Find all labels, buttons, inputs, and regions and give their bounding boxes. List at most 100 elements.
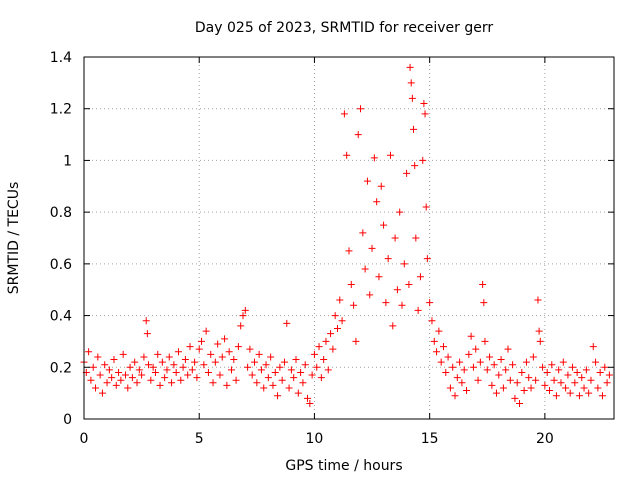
data-point xyxy=(145,361,153,369)
data-point xyxy=(151,368,159,376)
data-point xyxy=(161,374,169,382)
data-point xyxy=(156,381,164,389)
data-point xyxy=(483,366,491,374)
data-point xyxy=(264,374,272,382)
data-point xyxy=(313,363,321,371)
x-tick-label: 20 xyxy=(536,431,554,447)
data-point xyxy=(128,374,136,382)
y-tick-label: 0.2 xyxy=(50,360,72,376)
data-point xyxy=(131,358,139,366)
data-points xyxy=(80,63,613,407)
y-tick-label: 0.4 xyxy=(50,309,72,325)
data-point xyxy=(218,353,226,361)
data-point xyxy=(343,151,351,159)
data-point xyxy=(327,330,335,338)
data-point xyxy=(398,301,406,309)
data-point xyxy=(497,356,505,364)
data-point xyxy=(241,306,249,314)
data-point xyxy=(121,371,129,379)
data-point xyxy=(361,265,369,273)
data-point xyxy=(502,366,510,374)
data-point xyxy=(384,255,392,263)
data-point xyxy=(575,392,583,400)
data-point xyxy=(592,358,600,366)
data-point xyxy=(126,363,134,371)
data-point xyxy=(433,348,441,356)
data-point xyxy=(283,319,291,327)
data-point xyxy=(188,366,196,374)
data-point xyxy=(181,356,189,364)
data-point xyxy=(412,234,420,242)
data-point xyxy=(370,154,378,162)
data-point xyxy=(207,350,215,358)
x-axis-label: GPS time / hours xyxy=(285,458,402,474)
data-point xyxy=(297,368,305,376)
data-point xyxy=(406,63,414,71)
data-point xyxy=(543,368,551,376)
data-point xyxy=(115,368,123,376)
data-point xyxy=(458,379,466,387)
data-point xyxy=(472,345,480,353)
data-point xyxy=(525,374,533,382)
data-point xyxy=(453,374,461,382)
data-point xyxy=(200,361,208,369)
data-point xyxy=(96,371,104,379)
data-point xyxy=(184,371,192,379)
data-point xyxy=(89,363,97,371)
data-point xyxy=(138,371,146,379)
data-point xyxy=(451,392,459,400)
data-point xyxy=(214,340,222,348)
data-point xyxy=(480,299,488,307)
data-point xyxy=(354,131,362,139)
data-point xyxy=(336,296,344,304)
data-point xyxy=(285,384,293,392)
data-point xyxy=(428,317,436,325)
data-point xyxy=(603,379,611,387)
data-point xyxy=(410,125,418,133)
data-point xyxy=(276,363,284,371)
data-point xyxy=(605,371,613,379)
data-point xyxy=(545,387,553,395)
data-point xyxy=(426,299,434,307)
data-point xyxy=(550,376,558,384)
data-point xyxy=(541,381,549,389)
data-point xyxy=(375,273,383,281)
data-point xyxy=(518,368,526,376)
data-point xyxy=(529,353,537,361)
data-point xyxy=(98,389,106,397)
data-point xyxy=(280,358,288,366)
data-point xyxy=(476,358,484,366)
data-point xyxy=(513,379,521,387)
data-point xyxy=(522,358,530,366)
data-point xyxy=(209,379,217,387)
data-point xyxy=(587,376,595,384)
data-point xyxy=(562,384,570,392)
data-point xyxy=(301,361,309,369)
data-point xyxy=(105,366,113,374)
data-point xyxy=(232,376,240,384)
data-point xyxy=(504,345,512,353)
data-point xyxy=(467,332,475,340)
data-point xyxy=(580,384,588,392)
data-point xyxy=(414,306,422,314)
data-point xyxy=(589,343,597,351)
data-point xyxy=(320,356,328,364)
data-point xyxy=(366,291,374,299)
data-point xyxy=(221,335,229,343)
data-point xyxy=(170,361,178,369)
data-point xyxy=(578,374,586,382)
data-point xyxy=(329,345,337,353)
data-point xyxy=(119,350,127,358)
data-point xyxy=(85,348,93,356)
data-point xyxy=(198,337,206,345)
data-point xyxy=(310,350,318,358)
data-point xyxy=(499,384,507,392)
data-point xyxy=(479,281,487,289)
data-point xyxy=(304,394,312,402)
chart-title: Day 025 of 2023, SRMTID for receiver ger… xyxy=(195,20,493,36)
x-tick-label: 10 xyxy=(306,431,324,447)
data-point xyxy=(408,94,416,102)
data-point xyxy=(202,327,210,335)
data-point xyxy=(223,381,231,389)
data-point xyxy=(377,182,385,190)
